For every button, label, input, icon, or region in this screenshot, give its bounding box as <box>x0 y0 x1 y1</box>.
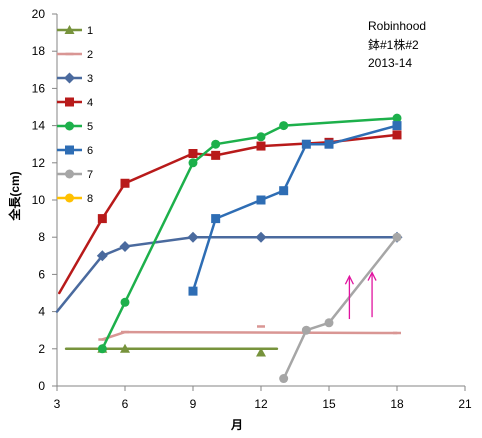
annotation-arrow <box>367 271 377 318</box>
series-5-line <box>101 116 399 351</box>
y-tick-label: 4 <box>38 305 45 319</box>
annotation-box: Robinhood 鉢#1株#2 2013-14 <box>368 19 426 70</box>
series-6-point <box>392 121 402 131</box>
series-5-point <box>392 113 402 123</box>
y-tick-label: 2 <box>38 342 45 356</box>
x-axis-title: 月 <box>230 418 243 432</box>
legend-item-5: 5 <box>57 121 93 133</box>
series-6-point <box>211 214 221 224</box>
series-1 <box>64 343 279 357</box>
legend-swatch-marker <box>65 169 74 179</box>
y-axis-title: 全長(cm) <box>7 171 22 221</box>
legend-swatch-marker <box>65 193 74 203</box>
series-6-point <box>279 186 289 196</box>
series-5-point <box>211 139 221 149</box>
series-4-point <box>211 150 221 160</box>
series-2-line <box>101 330 399 341</box>
arrow-head <box>344 274 354 285</box>
x-tick-label: 15 <box>322 397 336 411</box>
series-7 <box>279 232 402 384</box>
series-7-point <box>392 232 402 242</box>
y-tick-label: 10 <box>32 193 46 207</box>
legend-label: 8 <box>87 193 93 205</box>
series-5-point <box>279 121 289 131</box>
series-7-point <box>324 318 334 328</box>
series-3-point <box>255 231 267 243</box>
legend-label: 1 <box>87 25 93 37</box>
legend-item-3: 3 <box>57 72 93 85</box>
series-4-point <box>120 178 130 188</box>
x-tick-label: 9 <box>190 397 197 411</box>
legend-swatch-marker <box>65 97 74 107</box>
series-5 <box>97 113 402 354</box>
series-layer <box>55 113 403 384</box>
x-tick-label: 12 <box>254 397 268 411</box>
series-5-point <box>188 158 198 168</box>
series-3-line <box>55 235 399 313</box>
series-1-point <box>256 347 266 357</box>
x-tick-label: 3 <box>54 397 61 411</box>
series-3 <box>55 231 403 313</box>
annotation-line: Robinhood <box>368 19 426 33</box>
series-4-point <box>256 141 266 151</box>
series-3-point <box>119 241 131 252</box>
legend-label: 3 <box>87 73 93 85</box>
series-7-point <box>301 325 311 335</box>
series-6-point <box>188 286 198 296</box>
legend-item-1: 1 <box>57 25 93 37</box>
annotation-arrow <box>344 274 354 320</box>
series-5-point <box>97 344 107 354</box>
series-6-point <box>256 195 266 205</box>
legend-label: 2 <box>87 49 93 61</box>
annotation-arrows <box>344 271 377 320</box>
arrow-head <box>367 271 377 281</box>
x-tick-label: 21 <box>458 397 472 411</box>
legend-item-2: 2 <box>57 49 93 61</box>
legend-swatch-marker <box>65 121 74 131</box>
legend-swatch-marker <box>64 25 75 34</box>
series-4-point <box>188 149 198 158</box>
series-5-point <box>120 297 130 307</box>
series-4-point <box>392 130 402 140</box>
legend-item-7: 7 <box>57 169 93 181</box>
x-axis-ticks: 3 6 9 12 15 18 21 <box>54 386 472 411</box>
series-6-point <box>324 139 334 149</box>
y-tick-label: 14 <box>32 119 46 133</box>
y-tick-label: 20 <box>32 7 46 21</box>
x-tick-label: 6 <box>122 397 129 411</box>
series-5-point <box>256 132 266 142</box>
legend-item-6: 6 <box>57 145 93 157</box>
legend-label: 4 <box>87 97 93 109</box>
series-6-point <box>301 139 311 149</box>
series-2 <box>98 325 401 341</box>
y-tick-label: 0 <box>38 379 45 393</box>
series-6 <box>188 121 402 296</box>
x-tick-label: 18 <box>390 397 404 411</box>
annotation-line: 鉢#1株#2 <box>368 37 419 52</box>
legend: 1 2 3 4 5 6 7 8 <box>57 25 93 205</box>
series-1-point <box>120 343 130 353</box>
legend-label: 5 <box>87 121 93 133</box>
series-6-line <box>191 124 399 293</box>
legend-label: 6 <box>87 145 93 157</box>
y-tick-label: 6 <box>38 267 45 281</box>
series-7-line <box>282 235 399 380</box>
legend-item-4: 4 <box>57 97 93 109</box>
series-3-point <box>96 250 108 262</box>
series-4-point <box>97 214 107 224</box>
y-tick-label: 8 <box>38 230 45 244</box>
legend-label: 7 <box>87 169 93 181</box>
annotation-line: 2013-14 <box>368 56 412 70</box>
legend-item-8: 8 <box>57 193 93 205</box>
y-tick-label: 18 <box>32 44 46 58</box>
y-tick-label: 12 <box>32 156 46 170</box>
legend-swatch-marker <box>65 145 74 155</box>
legend-swatch-marker <box>64 72 75 84</box>
series-7-point <box>279 374 289 384</box>
series-3-point <box>187 231 199 243</box>
y-tick-label: 16 <box>32 81 46 95</box>
y-axis-ticks: 0 2 4 6 8 10 12 14 16 18 20 <box>32 7 57 393</box>
